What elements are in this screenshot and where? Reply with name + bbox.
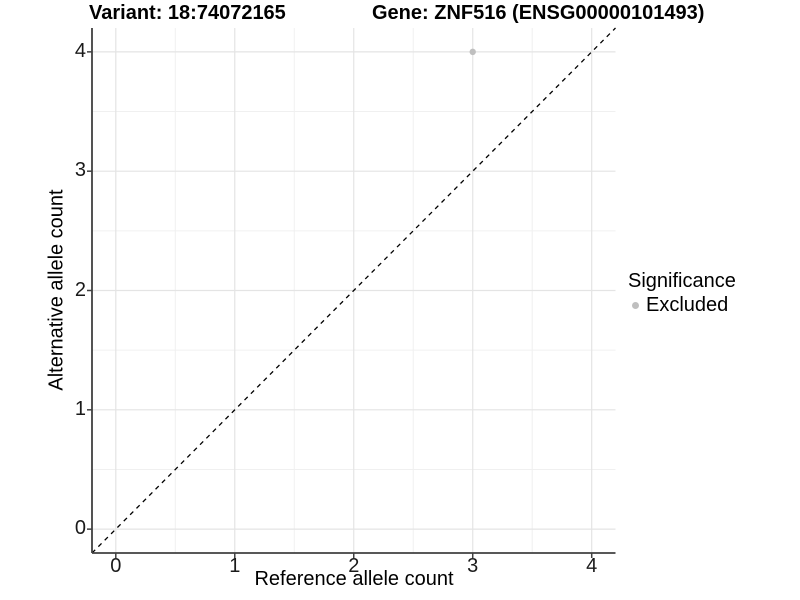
data-point: [469, 48, 476, 56]
x-tick-label: 3: [467, 555, 479, 577]
y-tick-label: 2: [74, 278, 86, 301]
legend-title: Significance: [628, 270, 736, 292]
excluded-point-icon: [632, 302, 639, 309]
y-tick-label: 4: [74, 39, 86, 62]
y-tick-label: 1: [74, 397, 86, 420]
y-tick-label: 3: [74, 159, 86, 182]
x-axis-title: Reference allele count: [254, 568, 454, 590]
gene-title: Gene: ZNF516 (ENSG00000101493): [372, 2, 705, 24]
x-tick-label: 1: [229, 555, 241, 577]
x-tick-label: 4: [586, 555, 598, 577]
legend-item-excluded: Excluded: [632, 294, 736, 317]
legend: Significance Excluded: [628, 270, 736, 317]
x-tick-label: 2: [348, 555, 360, 577]
identity-dashed-line: [91, 27, 616, 554]
x-tick-label: 0: [110, 555, 122, 577]
variant-title: Variant: 18:74072165: [89, 2, 286, 24]
legend-item-label: Excluded: [646, 294, 729, 316]
y-tick-label: 0: [74, 517, 86, 540]
y-axis-title: Alternative allele count: [45, 189, 68, 391]
